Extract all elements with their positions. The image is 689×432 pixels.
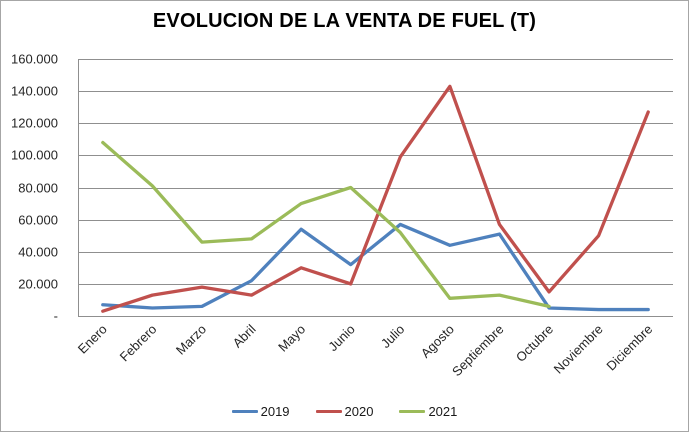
x-axis-label: Noviembre — [551, 322, 606, 377]
legend-line-swatch-2019 — [231, 410, 258, 413]
x-axis-label: Abril — [230, 321, 259, 350]
x-axis-label: Octubre — [513, 322, 556, 365]
legend-label-2020: 2020 — [344, 404, 374, 419]
legend-item-2020[interactable]: 2020 — [315, 404, 374, 419]
legend-label-2021: 2021 — [428, 404, 458, 419]
x-axis-label: Marzo — [173, 322, 209, 358]
legend-line-swatch-2020 — [315, 410, 342, 413]
y-axis-label: 140.000 — [11, 84, 58, 99]
series-line-2019[interactable] — [101, 222, 650, 312]
x-axis-label: Agosto — [418, 322, 457, 361]
y-axis-label: 160.000 — [11, 52, 58, 67]
legend-line-swatch-2021 — [399, 410, 426, 413]
x-axis-label: Febrero — [117, 322, 160, 365]
y-axis-label: 20.000 — [18, 277, 58, 292]
y-axis-label: 60.000 — [18, 213, 58, 228]
y-axis-label: - — [54, 309, 58, 324]
x-axis-label: Julio — [378, 322, 408, 352]
x-axis-label: Enero — [75, 322, 110, 357]
x-axis-label: Septiembre — [449, 322, 507, 380]
y-axis-label: 40.000 — [18, 245, 58, 260]
chart-legend: 2019 2020 2021 — [1, 405, 688, 418]
y-axis-label: 120.000 — [11, 116, 58, 131]
y-axis-label: 100.000 — [11, 148, 58, 163]
legend-item-2021[interactable]: 2021 — [399, 405, 457, 418]
series-line-2020[interactable] — [101, 84, 650, 313]
chart-title: EVOLUCION DE LA VENTA DE FUEL (T) — [152, 10, 537, 32]
legend-label-2019: 2019 — [260, 404, 290, 419]
x-axis-label: Mayo — [275, 322, 308, 355]
y-axis-label: 80.000 — [18, 181, 58, 196]
x-axis-label: Junio — [325, 322, 358, 355]
x-axis-label: Diciembre — [603, 322, 655, 374]
series-line-2021[interactable] — [101, 140, 551, 309]
legend-item-2019[interactable]: 2019 — [231, 404, 290, 419]
